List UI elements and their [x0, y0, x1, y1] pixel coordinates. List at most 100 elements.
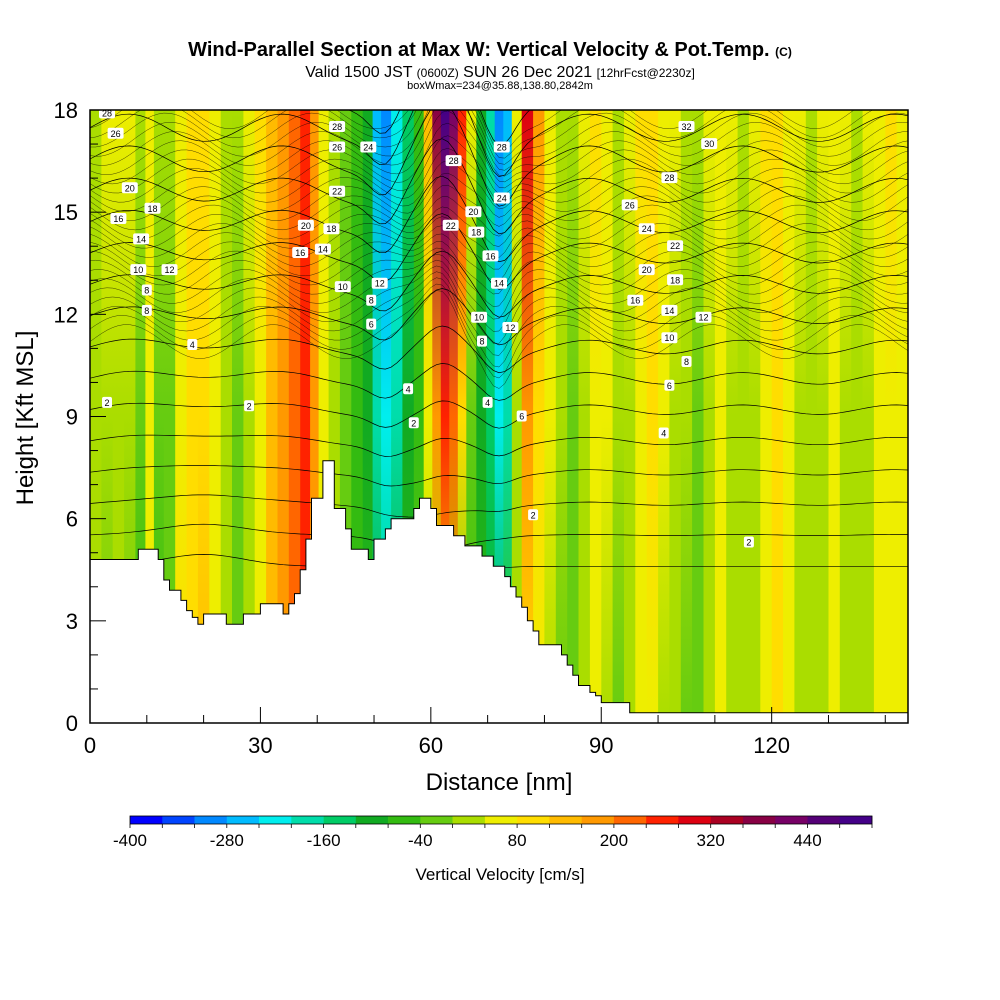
contour-label: 8 — [684, 357, 689, 367]
contour-label: 8 — [479, 337, 484, 347]
contour-label: 22 — [446, 221, 456, 231]
contour-label: 26 — [332, 143, 342, 153]
colorbar-swatch — [130, 816, 163, 824]
x-tick-label: 60 — [419, 733, 443, 758]
contour-label: 2 — [746, 538, 751, 548]
colorbar-label: -40 — [408, 831, 433, 850]
contour-label: 2 — [104, 398, 109, 408]
contour-label: 8 — [144, 306, 149, 316]
velocity-band — [760, 110, 772, 723]
colorbar-swatch — [162, 816, 195, 824]
contour-label: 10 — [664, 333, 674, 343]
contour-label: 8 — [144, 286, 149, 296]
contour-label: 26 — [625, 200, 635, 210]
velocity-band — [874, 110, 886, 723]
contour-label: 4 — [190, 340, 195, 350]
velocity-band — [794, 110, 806, 723]
contour-label: 12 — [375, 279, 385, 289]
velocity-band — [863, 110, 875, 723]
contour-label: 14 — [318, 245, 328, 255]
colorbar-swatch — [420, 816, 453, 824]
contour-label: 2 — [247, 401, 252, 411]
contour-label: 14 — [494, 279, 504, 289]
colorbar-swatch — [775, 816, 808, 824]
colorbar-title: Vertical Velocity [cm/s] — [415, 865, 584, 884]
contour-label: 12 — [164, 265, 174, 275]
colorbar-swatch — [582, 816, 615, 824]
velocity-band — [772, 110, 784, 723]
contour-label: 18 — [326, 224, 336, 234]
contour-label: 20 — [468, 207, 478, 217]
y-tick-label: 12 — [54, 302, 78, 327]
contour-label: 8 — [369, 296, 374, 306]
colorbar-swatch — [678, 816, 711, 824]
velocity-band — [738, 110, 750, 723]
contour-label: 16 — [630, 296, 640, 306]
contour-label: 24 — [497, 194, 507, 204]
contour-label: 18 — [147, 204, 157, 214]
contour-label: 12 — [698, 313, 708, 323]
colorbar-swatch — [356, 816, 389, 824]
velocity-band — [567, 110, 579, 723]
contour-label: 28 — [497, 143, 507, 153]
plot-area — [90, 36, 909, 723]
chart-info: boxWmax=234@35.88,138.80,2842m — [407, 80, 593, 92]
contour-label: 20 — [301, 221, 311, 231]
x-tick-label: 120 — [753, 733, 790, 758]
chart-title: Wind-Parallel Section at Max W: Vertical… — [188, 39, 792, 61]
velocity-band — [829, 110, 841, 723]
contour-label: 4 — [661, 429, 666, 439]
colorbar-swatch — [259, 816, 292, 824]
colorbar-swatch — [646, 816, 679, 824]
velocity-band — [897, 110, 909, 723]
contour-label: 12 — [505, 323, 515, 333]
velocity-band — [579, 110, 591, 723]
colorbar-swatch — [840, 816, 873, 824]
x-tick-label: 90 — [589, 733, 613, 758]
contour-label: 14 — [136, 234, 146, 244]
velocity-band — [715, 110, 727, 723]
colorbar-swatch — [743, 816, 776, 824]
velocity-band — [783, 110, 795, 723]
contour-label: 22 — [670, 241, 680, 251]
contour-label: 4 — [406, 384, 411, 394]
contour-label: 26 — [111, 129, 121, 139]
velocity-band — [885, 110, 897, 723]
contour-label: 20 — [125, 183, 135, 193]
contour-label: 20 — [642, 265, 652, 275]
contour-label: 10 — [133, 265, 143, 275]
contour-label: 16 — [485, 251, 495, 261]
y-axis-label: Height [Kft MSL] — [12, 331, 39, 506]
y-tick-label: 15 — [54, 200, 78, 225]
y-tick-label: 9 — [66, 405, 78, 430]
colorbar-swatch — [227, 816, 260, 824]
contour-label: 18 — [670, 275, 680, 285]
colorbar-label: -400 — [113, 831, 147, 850]
colorbar-swatch — [453, 816, 486, 824]
contour-label: 28 — [332, 122, 342, 132]
colorbar-swatch — [614, 816, 647, 824]
colorbar-swatch — [485, 816, 518, 824]
contour-label: 6 — [369, 320, 374, 330]
x-tick-label: 30 — [248, 733, 272, 758]
y-tick-label: 3 — [66, 609, 78, 634]
contour-label: 6 — [667, 381, 672, 391]
contour-label: 6 — [519, 412, 524, 422]
contour-label: 28 — [449, 156, 459, 166]
contour-label: 22 — [332, 187, 342, 197]
velocity-band — [601, 110, 613, 723]
colorbar-label: 440 — [793, 831, 821, 850]
colorbar-label: 320 — [697, 831, 725, 850]
chart: Wind-Parallel Section at Max W: Vertical… — [0, 0, 1000, 1000]
contour-label: 16 — [113, 214, 123, 224]
contour-label: 28 — [664, 173, 674, 183]
contour-label: 10 — [474, 313, 484, 323]
contour-label: 32 — [681, 122, 691, 132]
contour-label: 18 — [471, 228, 481, 238]
colorbar-swatch — [711, 816, 744, 824]
contour-label: 14 — [664, 306, 674, 316]
contour-label: 2 — [411, 418, 416, 428]
contour-label: 24 — [642, 224, 652, 234]
velocity-band — [681, 110, 693, 723]
velocity-band — [590, 110, 602, 723]
